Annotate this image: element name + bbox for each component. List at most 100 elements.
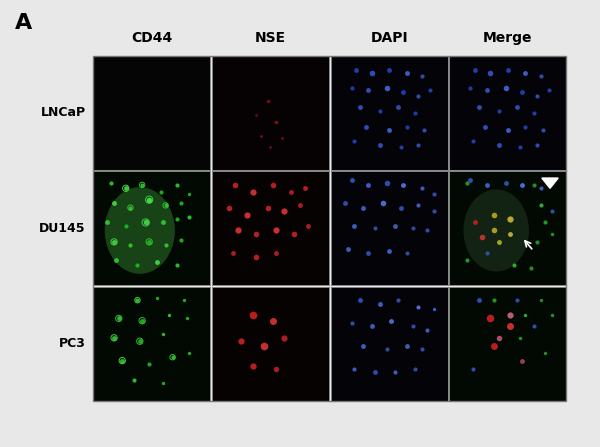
Point bbox=[379, 199, 388, 207]
Text: CD44: CD44 bbox=[131, 31, 172, 45]
Point bbox=[396, 204, 406, 211]
Point bbox=[256, 132, 266, 139]
Point bbox=[233, 227, 242, 234]
Point bbox=[503, 66, 513, 73]
Point bbox=[548, 207, 557, 215]
Text: PC3: PC3 bbox=[59, 337, 86, 350]
Point bbox=[289, 230, 299, 237]
Point bbox=[137, 181, 147, 189]
Point bbox=[352, 66, 361, 73]
Point bbox=[343, 245, 353, 252]
Point bbox=[161, 202, 170, 209]
Point bbox=[503, 127, 513, 134]
Point bbox=[184, 190, 194, 198]
Point bbox=[398, 181, 408, 189]
Point bbox=[394, 297, 403, 304]
Point bbox=[468, 138, 478, 145]
Point bbox=[184, 213, 194, 220]
Point bbox=[536, 202, 545, 209]
Point bbox=[349, 365, 359, 372]
Point bbox=[363, 250, 373, 257]
Point bbox=[466, 84, 475, 91]
Point bbox=[515, 334, 524, 342]
Point bbox=[494, 334, 503, 342]
Point bbox=[485, 69, 495, 76]
Point bbox=[419, 127, 429, 134]
Point bbox=[164, 312, 174, 319]
Point bbox=[512, 104, 522, 111]
Point bbox=[429, 306, 439, 313]
Point bbox=[517, 357, 527, 364]
Point bbox=[489, 211, 499, 218]
Point bbox=[114, 315, 124, 322]
Point bbox=[179, 297, 189, 304]
Point bbox=[137, 317, 147, 325]
Point bbox=[521, 312, 530, 319]
Point bbox=[515, 143, 524, 151]
Point bbox=[482, 87, 491, 94]
Point bbox=[236, 337, 246, 345]
Point bbox=[172, 215, 182, 223]
Point bbox=[224, 204, 234, 211]
Point bbox=[184, 349, 194, 356]
Point bbox=[347, 320, 356, 327]
Point bbox=[413, 92, 423, 99]
Text: NSE: NSE bbox=[255, 31, 286, 45]
Point bbox=[271, 250, 281, 257]
Point bbox=[125, 204, 135, 211]
Point bbox=[109, 238, 119, 245]
Point bbox=[361, 123, 371, 130]
Point bbox=[402, 250, 412, 257]
Point bbox=[152, 295, 162, 302]
Point bbox=[478, 234, 487, 241]
Point bbox=[161, 242, 170, 249]
Ellipse shape bbox=[105, 187, 175, 274]
Point bbox=[509, 261, 518, 268]
Point bbox=[109, 334, 119, 342]
Point bbox=[425, 87, 435, 94]
Point bbox=[417, 73, 427, 80]
Point bbox=[417, 185, 427, 192]
Text: DAPI: DAPI bbox=[370, 31, 408, 45]
Point bbox=[118, 357, 127, 364]
Point bbox=[541, 219, 550, 226]
Point bbox=[141, 219, 151, 226]
Point bbox=[367, 69, 376, 76]
Point bbox=[121, 222, 131, 229]
Point bbox=[251, 253, 261, 260]
Point bbox=[287, 188, 296, 195]
Point bbox=[248, 363, 257, 370]
Point bbox=[370, 368, 380, 375]
Point bbox=[408, 323, 418, 330]
Point bbox=[303, 222, 313, 229]
Point bbox=[548, 230, 557, 237]
Point bbox=[370, 225, 380, 232]
Point bbox=[271, 227, 281, 234]
Point bbox=[349, 138, 359, 145]
Point bbox=[410, 110, 419, 117]
Point bbox=[251, 112, 261, 119]
Point bbox=[109, 238, 119, 245]
Text: Merge: Merge bbox=[483, 31, 533, 45]
Point bbox=[385, 248, 394, 255]
Point bbox=[413, 304, 423, 311]
Point bbox=[161, 202, 170, 209]
Point bbox=[133, 297, 142, 304]
Point bbox=[145, 238, 154, 245]
Point bbox=[112, 257, 121, 264]
Point bbox=[271, 365, 281, 372]
Point bbox=[482, 181, 491, 189]
Point bbox=[422, 326, 431, 333]
Point bbox=[268, 317, 277, 325]
Point bbox=[145, 196, 154, 203]
Point bbox=[410, 365, 419, 372]
Point bbox=[485, 315, 495, 322]
Point bbox=[340, 199, 349, 207]
Point bbox=[474, 297, 484, 304]
Point bbox=[517, 89, 527, 96]
Point bbox=[398, 89, 408, 96]
Point bbox=[422, 227, 431, 234]
Point bbox=[158, 380, 168, 387]
Point bbox=[512, 297, 522, 304]
Point bbox=[295, 202, 304, 209]
